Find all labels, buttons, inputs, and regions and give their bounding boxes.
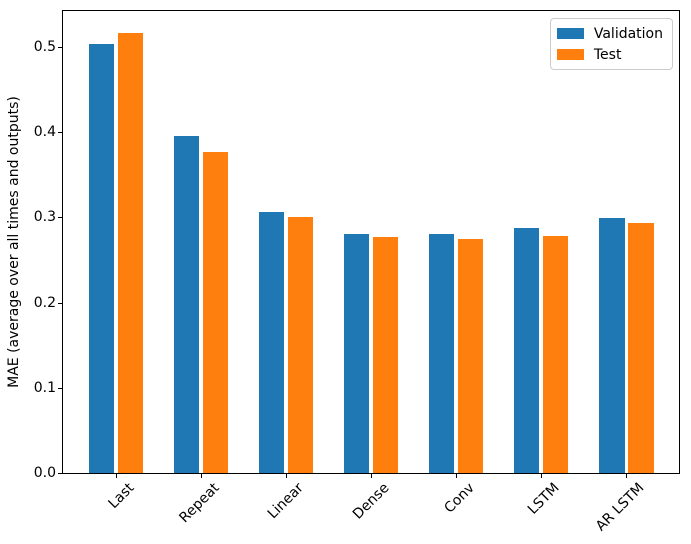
x-tick-mark [371,474,372,478]
bar-validation-dense [343,233,370,473]
bar-test-ar-lstm [628,223,654,473]
x-tick-label-lstm: LSTM [524,480,563,518]
legend: Validation Test [549,18,673,70]
bar-validation-last [88,44,114,473]
bars-layer [63,11,679,473]
legend-entry-test: Test [556,45,663,64]
y-tick-label: 0.3 [33,209,56,225]
y-tick-label: 0.2 [33,295,56,311]
bar-validation-conv [428,234,455,473]
plot-area: Validation Test [62,10,680,474]
x-tick-label-linear: Linear [265,480,308,523]
x-tick-mark [116,474,117,478]
x-tick-label-repeat: Repeat [176,480,223,527]
x-tick-mark [626,474,627,478]
bar-test-linear [287,217,314,473]
bar-test-repeat [202,151,228,473]
bar-validation-linear [258,212,285,473]
legend-label-validation: Validation [593,25,663,42]
test-swatch-icon [556,49,584,60]
bar-test-dense [372,236,399,473]
x-tick-mark [286,474,287,478]
y-tick-label: 0.1 [33,380,56,396]
validation-swatch-icon [556,28,584,39]
y-tick-mark [58,388,62,389]
x-tick-label-dense: Dense [349,480,393,523]
legend-label-test: Test [593,46,622,63]
y-tick-mark [58,47,62,48]
x-tick-mark [541,474,542,478]
y-tick-label: 0.0 [33,465,56,481]
y-tick-label: 0.4 [33,124,56,140]
y-tick-mark [58,132,62,133]
x-tick-label-conv: Conv [440,480,478,517]
bar-test-last [117,33,143,473]
y-tick-label: 0.5 [33,39,56,55]
y-tick-mark [58,217,62,218]
bar-validation-ar-lstm [599,218,625,473]
x-tick-mark [201,474,202,478]
x-tick-mark [456,474,457,478]
bar-test-lstm [542,236,569,473]
bar-validation-repeat [173,135,200,473]
y-tick-mark [58,303,62,304]
x-tick-label-ar-lstm: AR LSTM [592,480,648,535]
y-tick-mark [58,473,62,474]
x-tick-label-last: Last [105,480,138,512]
legend-entry-validation: Validation [556,24,663,43]
bar-validation-lstm [513,228,540,473]
bar-test-conv [457,238,484,473]
